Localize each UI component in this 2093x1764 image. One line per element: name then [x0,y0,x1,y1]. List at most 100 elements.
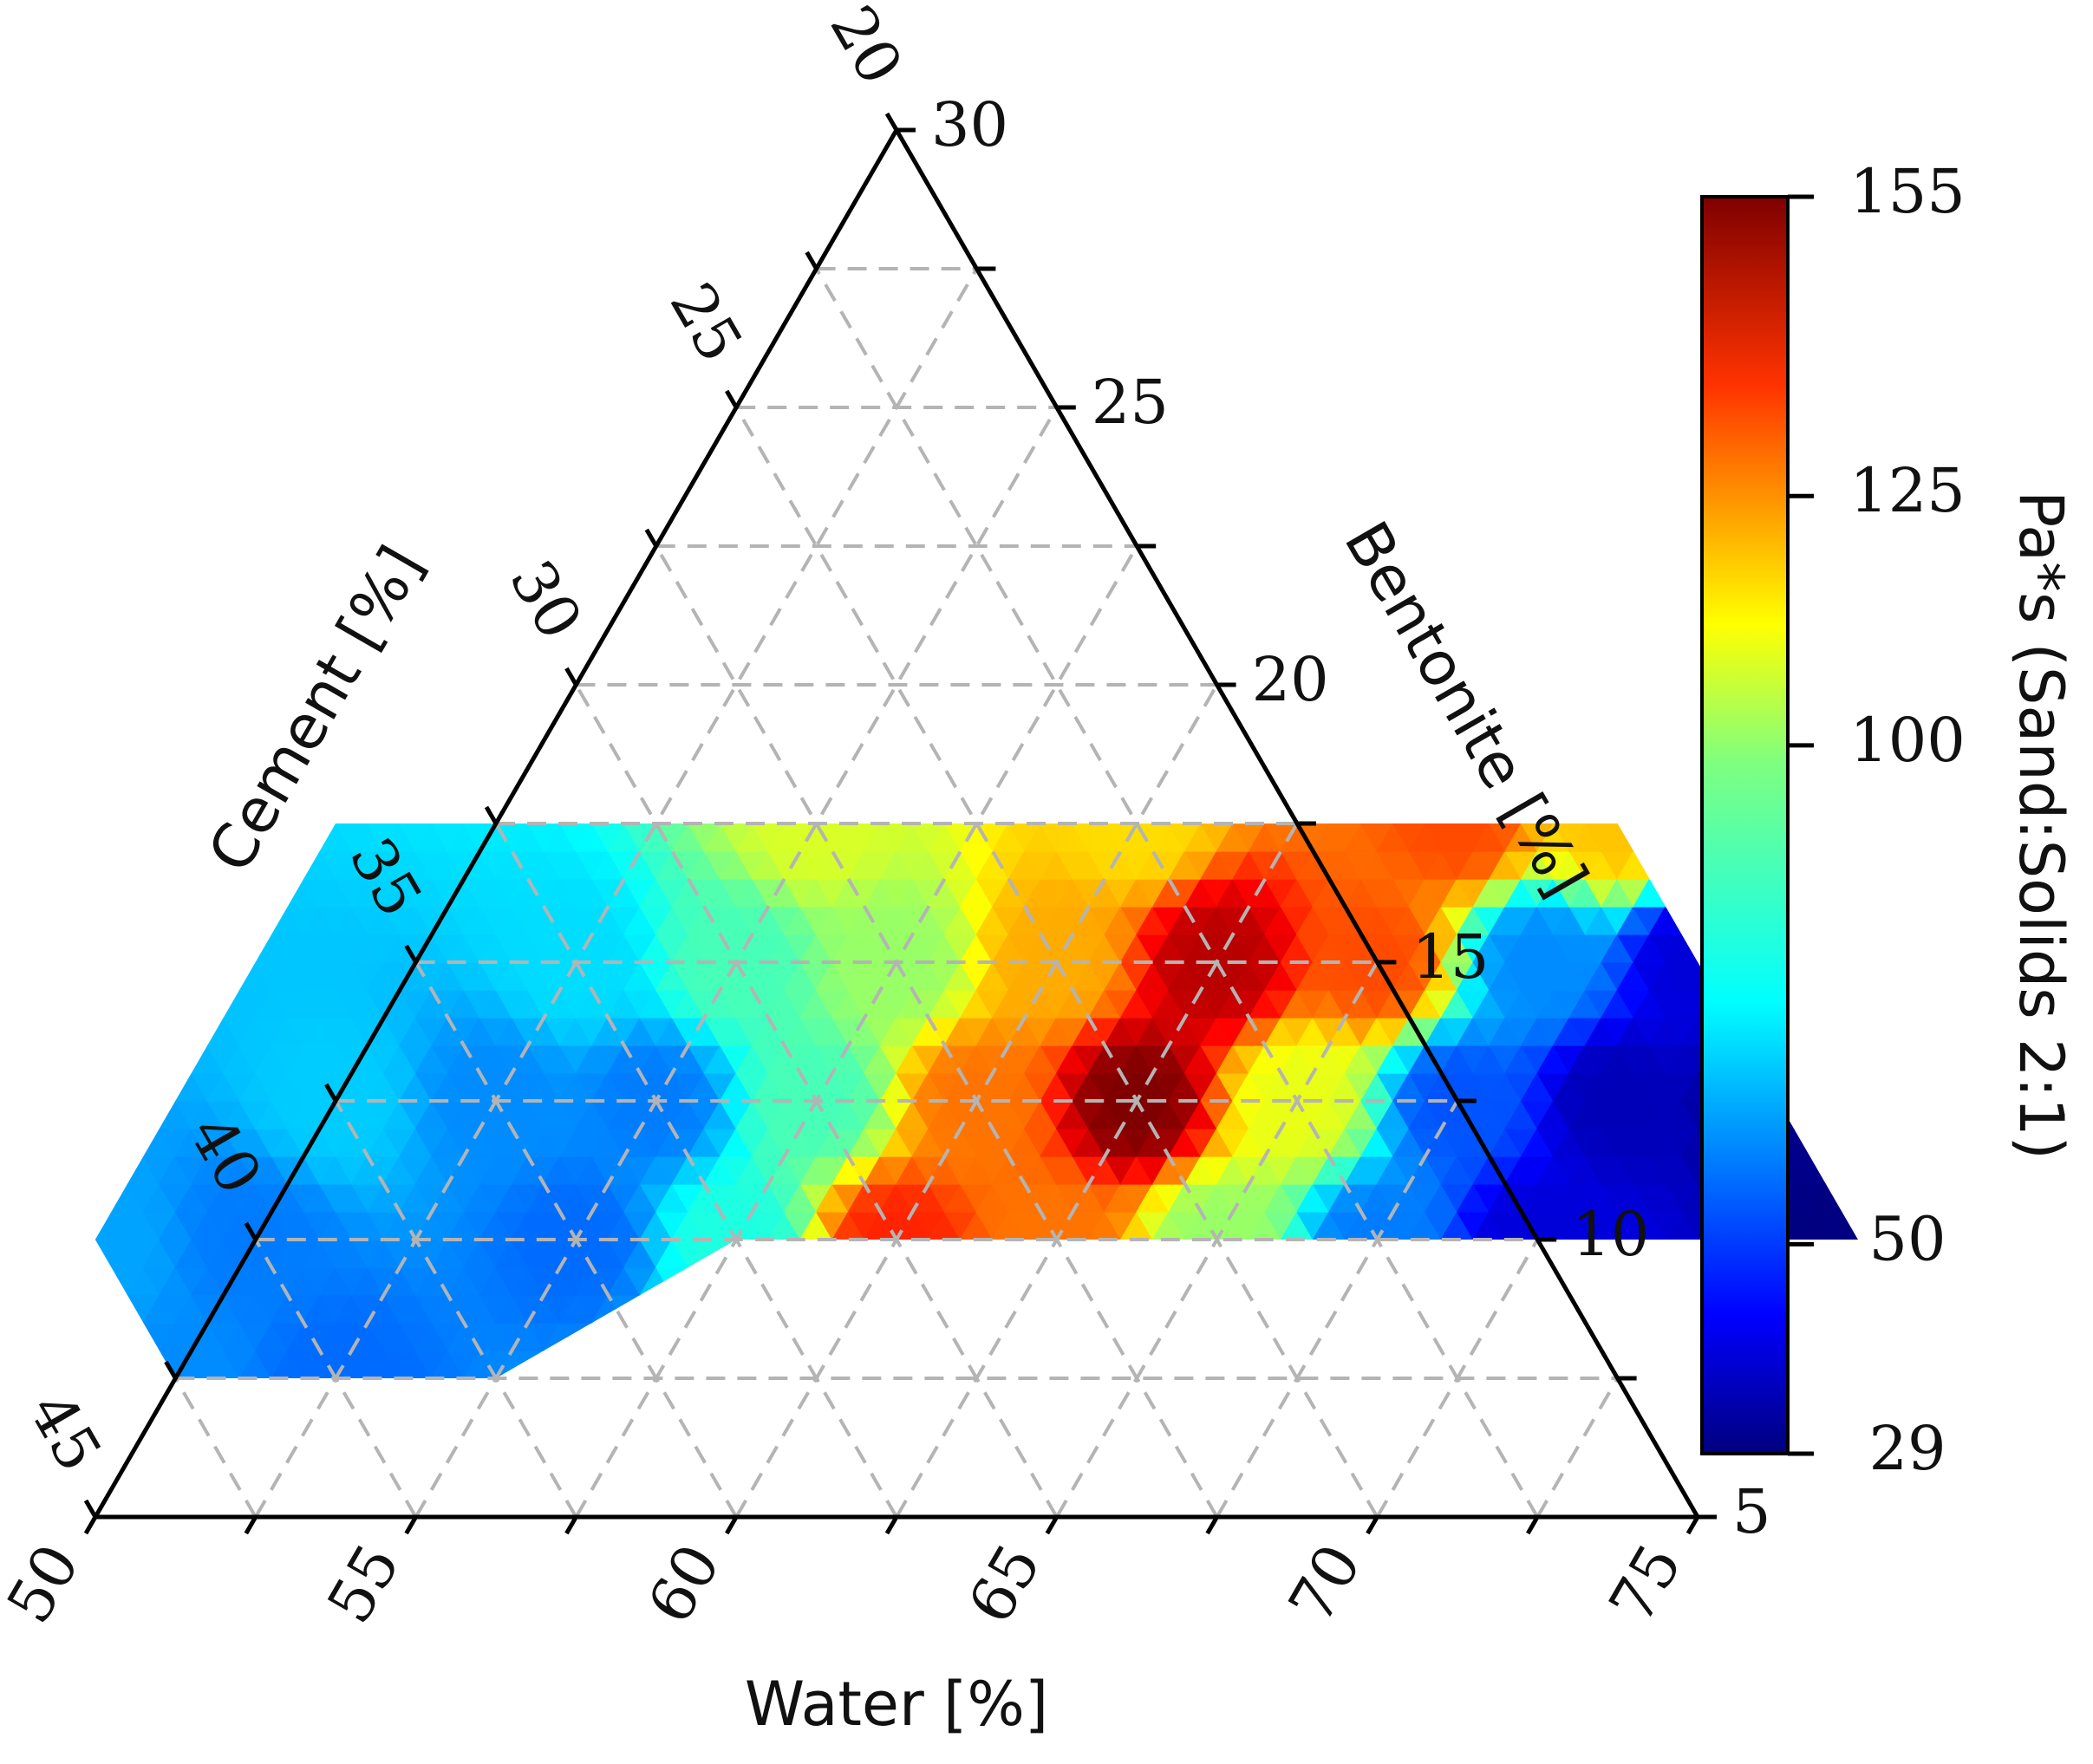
contour-cell [222,1377,257,1378]
contour-cell [1424,1349,1458,1378]
contour-cell [1648,1293,1683,1324]
contour-cell [1200,1293,1235,1324]
contour-cell [238,905,273,935]
contour-cell [126,1099,160,1129]
contour-cell [174,1377,209,1378]
contour-cell [16,1351,48,1378]
contour-cell [1327,1238,1362,1268]
contour-cell [1472,1266,1507,1296]
contour-cell [1263,1349,1299,1378]
contour-cell [1938,851,1970,879]
contour-cell [1633,823,1667,825]
contour-cell [1216,1321,1250,1351]
cement-tick-label: 45 [15,1381,115,1483]
contour-cell [1408,1350,1443,1378]
contour-cell [1906,796,1938,823]
contour-cell [1119,1350,1154,1378]
contour-cell [1890,851,1922,879]
contour-cell [1472,1294,1507,1325]
contour-cell [222,877,257,908]
bentonite-tick-label: 20 [1252,644,1329,715]
contour-cell [1376,1294,1411,1325]
contour-cell [1151,1266,1186,1296]
bentonite-tick-label: 5 [1732,1476,1771,1547]
contour-cell [1809,823,1843,824]
contour-cell [1954,1101,1986,1129]
contour-cell [222,933,257,963]
contour-cell [1072,1322,1106,1352]
contour-cell [1456,1377,1490,1378]
contour-cell [1906,907,1938,934]
contour-cell [1055,1239,1090,1269]
contour-cell [1536,1321,1571,1351]
contour-cell [927,1350,962,1378]
contour-cell [735,823,770,825]
contour-cell [863,1350,898,1378]
contour-cell [1792,1294,1827,1325]
water-tick [83,1515,98,1535]
contour-cell [1906,851,1938,879]
contour-cell [1890,1073,1922,1101]
contour-cell [2083,823,2093,851]
contour-cell [16,1184,48,1212]
grid-line-cement [414,960,738,1519]
contour-cell [1200,1238,1235,1268]
contour-cell [1841,960,1858,991]
contour-cell [1809,1266,1843,1297]
contour-cell [1809,823,1843,853]
contour-cell [1023,823,1058,825]
contour-cell [1232,1377,1267,1378]
contour-cell [1938,907,1970,934]
contour-cell [31,1351,63,1378]
contour-cell [1216,1350,1250,1378]
contour-cell [1633,823,1667,852]
contour-cell [1104,1293,1138,1324]
contour-cell [1906,934,1938,962]
contour-cell [271,1377,305,1378]
contour-cell [1023,1239,1058,1269]
contour-cell [1183,823,1218,825]
contour-cell [31,1101,63,1129]
contour-cell [0,1351,31,1378]
contour-cell [1792,850,1827,881]
contour-cell [95,1322,113,1352]
colorbar-gradient [1700,195,1790,1455]
contour-cell [1119,823,1154,825]
contour-cell [1938,1045,1970,1073]
contour-cell [687,1322,721,1352]
contour-cell [1504,1239,1539,1269]
contour-cell [1424,1238,1458,1268]
contour-cell [927,1294,962,1325]
contour-cell [1809,1100,1843,1130]
contour-cell [1183,1294,1218,1325]
contour-cell [1954,1073,1986,1101]
contour-cell [1874,1156,1906,1184]
contour-cell [1007,1322,1042,1352]
contour-cell [1648,1349,1683,1378]
contour-cell [48,1101,80,1129]
contour-cell [655,1377,689,1378]
contour-cell [0,1351,16,1378]
contour-cell [95,1350,97,1378]
contour-cell [1841,1293,1858,1324]
contour-cell [1280,1294,1314,1325]
contour-cell [318,823,353,825]
contour-cell [815,1266,850,1297]
contour-cell [1376,1377,1411,1378]
contour-cell [382,1377,417,1378]
contour-cell [110,989,145,1019]
contour-cell [142,849,177,880]
contour-cell [238,1377,273,1378]
contour-cell [31,1073,63,1101]
contour-cell [1841,849,1858,880]
contour-cell [1007,1349,1042,1378]
bentonite-tick-label: 25 [1092,367,1169,438]
contour-cell [783,1349,818,1378]
contour-cell [655,1349,689,1378]
contour-cell [1648,849,1683,880]
contour-cell [863,823,898,825]
grid-line-water [1536,1377,1620,1519]
contour-cell [1280,1350,1314,1378]
contour-cell [1023,1321,1058,1351]
contour-cell [1938,823,1970,851]
